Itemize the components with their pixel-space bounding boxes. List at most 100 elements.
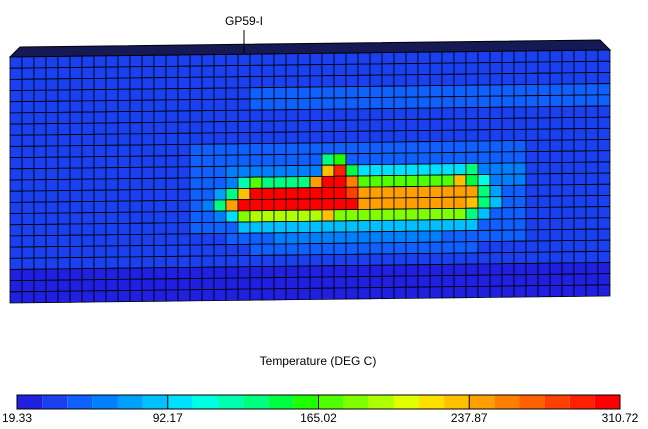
mesh-cell <box>237 210 251 223</box>
mesh-cell <box>369 287 383 300</box>
colorbar-band <box>444 395 470 409</box>
mesh-cell <box>381 130 395 143</box>
mesh-cell <box>549 273 563 286</box>
mesh-cell <box>357 164 371 177</box>
colorbar-band <box>368 395 394 409</box>
mesh-cell <box>525 61 539 74</box>
mesh-cell <box>369 175 383 188</box>
mesh-cell <box>249 176 263 189</box>
mesh-cell <box>201 188 215 201</box>
mesh-cell <box>357 52 371 65</box>
mesh-cell <box>177 76 191 89</box>
mesh-cell <box>45 134 59 147</box>
mesh-cell <box>537 184 551 197</box>
mesh-cell <box>141 233 155 246</box>
mesh-cell <box>153 177 167 190</box>
mesh-cell <box>105 189 119 202</box>
mesh-cell <box>597 217 611 230</box>
mesh-cell <box>153 166 167 179</box>
mesh-cell <box>549 240 563 253</box>
mesh-cell <box>513 184 527 197</box>
mesh-cell <box>105 88 119 102</box>
mesh-cell <box>333 86 347 99</box>
mesh-cell <box>21 56 35 69</box>
colorbar-tick-label: 19.33 <box>2 411 32 425</box>
mesh-cell <box>237 132 251 145</box>
mesh-cell <box>33 167 47 181</box>
mesh-cell <box>501 151 515 164</box>
mesh-cell <box>429 208 443 221</box>
mesh-cell <box>453 96 467 109</box>
mesh-cell <box>453 241 467 254</box>
mesh-cell <box>33 156 47 169</box>
mesh-cell <box>213 277 227 290</box>
mesh-cell <box>429 219 443 232</box>
mesh-cell <box>81 268 95 281</box>
colorbar-band <box>419 395 445 409</box>
mesh-cell <box>357 74 371 87</box>
mesh-cell <box>597 105 611 118</box>
mesh-cell <box>381 96 395 109</box>
mesh-cell <box>273 176 287 189</box>
mesh-cell <box>201 110 215 123</box>
mesh-cell <box>321 63 335 77</box>
mesh-cell <box>57 89 71 102</box>
mesh-cell <box>213 244 227 257</box>
mesh-cell <box>9 134 23 147</box>
mesh-cell <box>489 218 503 231</box>
mesh-cell <box>285 254 299 267</box>
mesh-cell <box>153 200 167 213</box>
mesh-cell <box>141 189 155 202</box>
mesh-cell <box>225 188 239 201</box>
mesh-cell <box>201 154 215 167</box>
mesh-cell <box>105 178 119 191</box>
mesh-cell <box>489 117 503 131</box>
mesh-cell <box>153 121 167 134</box>
mesh-cell <box>213 177 227 190</box>
mesh-cell <box>261 198 275 212</box>
mesh-cell <box>393 63 407 76</box>
mesh-cell <box>21 67 35 80</box>
mesh-cell <box>9 90 23 103</box>
mesh-cell <box>573 161 587 174</box>
mesh-cell <box>561 150 575 163</box>
mesh-cell <box>525 151 539 164</box>
mesh-cell <box>549 150 563 163</box>
mesh-cell <box>261 142 275 156</box>
mesh-cell <box>225 109 239 122</box>
mesh-cell <box>429 62 443 75</box>
mesh-cell <box>237 255 251 268</box>
mesh-cell <box>333 253 347 267</box>
mesh-cell <box>381 152 395 165</box>
mesh-cell <box>177 54 191 67</box>
mesh-cell <box>321 97 335 110</box>
mesh-cell <box>537 251 551 264</box>
mesh-cell <box>417 74 431 87</box>
mesh-cell <box>465 263 479 276</box>
mesh-cell <box>213 154 227 167</box>
mesh-cell <box>237 288 251 301</box>
mesh-cell <box>513 151 527 164</box>
mesh-cell <box>213 165 227 179</box>
mesh-cell <box>537 262 551 275</box>
mesh-cell <box>177 255 191 268</box>
mesh-cell <box>213 54 227 67</box>
mesh-cell <box>525 83 539 97</box>
mesh-cell <box>225 244 239 257</box>
mesh-cell <box>417 241 431 254</box>
mesh-cell <box>165 88 179 101</box>
mesh-cell <box>393 141 407 154</box>
mesh-cell <box>369 130 383 143</box>
mesh-cell <box>81 145 95 158</box>
mesh-cell <box>93 178 107 191</box>
mesh-cell <box>573 139 587 152</box>
mesh-cell <box>537 50 551 63</box>
mesh-cell <box>93 200 107 213</box>
mesh-cell <box>525 229 539 242</box>
colorbar-band <box>42 395 68 409</box>
colorbar-band <box>142 395 168 409</box>
mesh-cell <box>321 142 335 155</box>
mesh-cell <box>393 119 407 132</box>
colorbar-band <box>167 395 193 409</box>
mesh-cell <box>213 98 227 111</box>
